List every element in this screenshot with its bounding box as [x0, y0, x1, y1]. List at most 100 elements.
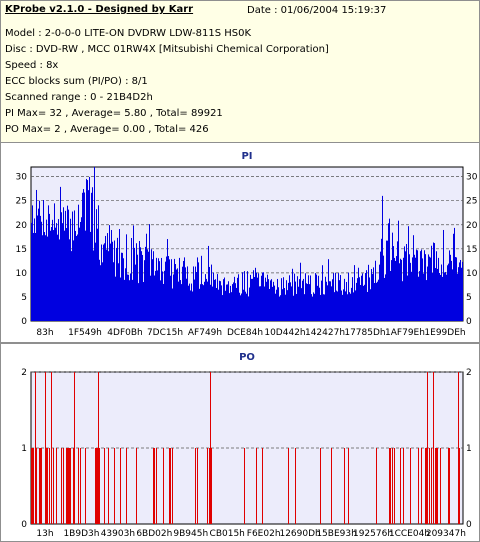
- pi-bar: [140, 247, 141, 321]
- pi-bar: [248, 296, 249, 321]
- pi-bar: [153, 251, 154, 321]
- pi-bar: [54, 203, 55, 321]
- pi-bar: [204, 281, 205, 321]
- pi-xtick: 7DC15h: [147, 328, 183, 338]
- pi-ytick-left: 10: [16, 269, 28, 279]
- po-bar: [95, 448, 96, 524]
- po-title: PO: [239, 352, 255, 363]
- pi-bar: [194, 279, 195, 321]
- pi-bar: [52, 219, 53, 321]
- pi-bar: [66, 228, 67, 321]
- pi-bar: [435, 268, 436, 321]
- pi-bar: [363, 285, 364, 321]
- pi-bar: [242, 272, 243, 321]
- pi-bar: [145, 246, 146, 321]
- pi-bar: [403, 257, 404, 321]
- pi-bar: [264, 286, 265, 321]
- po-bar: [429, 448, 430, 524]
- pi-bar: [170, 275, 171, 321]
- po-bar: [197, 448, 198, 524]
- pi-bar: [313, 292, 314, 321]
- pi-bar: [249, 287, 250, 321]
- po-bar: [56, 448, 57, 524]
- po-bar: [104, 448, 105, 524]
- pi-bar: [276, 289, 277, 321]
- pi-xtick: AF749h: [188, 328, 222, 338]
- pi-ytick-right: 15: [466, 245, 477, 255]
- pi-bar: [292, 268, 293, 321]
- po-bar: [295, 448, 296, 524]
- po-summary-line: PO Max= 2 , Average= 0.00 , Total= 426: [5, 124, 209, 135]
- pi-bar: [124, 279, 125, 321]
- pi-bar: [63, 207, 64, 321]
- pi-bar: [312, 296, 313, 321]
- pi-bar: [118, 263, 119, 321]
- po-bar: [394, 448, 395, 524]
- pi-bar: [42, 235, 43, 321]
- pi-bar: [236, 287, 237, 321]
- pi-bar: [59, 239, 60, 321]
- po-bar: [66, 448, 67, 524]
- po-bar: [458, 372, 459, 524]
- pi-bar: [219, 280, 220, 321]
- pi-bar: [454, 227, 455, 321]
- pi-bar: [450, 254, 451, 321]
- pi-xtick: 10D442h: [264, 328, 305, 338]
- po-bar: [80, 448, 81, 524]
- pi-bar: [402, 281, 403, 321]
- po-bar: [348, 448, 349, 524]
- pi-bar: [389, 218, 390, 321]
- pi-bar: [201, 255, 202, 321]
- pi-bar: [102, 262, 103, 321]
- pi-bar: [86, 178, 87, 321]
- pi-xtick: 142427h: [305, 328, 345, 338]
- pi-bar: [114, 240, 115, 321]
- po-ytick-left: 1: [21, 444, 27, 454]
- pi-bar: [356, 282, 357, 321]
- pi-bar: [61, 212, 62, 321]
- po-bar: [53, 448, 54, 524]
- pi-bar: [257, 277, 258, 321]
- pi-bar: [298, 286, 299, 321]
- pi-bar: [400, 258, 401, 321]
- pi-bar: [305, 273, 306, 321]
- po-bar: [209, 448, 210, 524]
- pi-bar: [167, 239, 168, 321]
- pi-bar: [237, 277, 238, 321]
- po-ytick-right: 0: [466, 520, 472, 530]
- pi-bar: [139, 240, 140, 321]
- pi-bar: [383, 255, 384, 321]
- ecc-line: ECC blocks sum (PI/PO) : 8/1: [5, 76, 148, 87]
- pi-bar: [457, 273, 458, 321]
- pi-chart: PI 0 0 5 5 10 10 15 15 20 20 25 25 30 30 83h 1F549h 4DF0B…: [16, 151, 478, 338]
- pi-chart-panel: PI 0 0 5 5 10 10 15 15 20 20 25 25 30 30 83h 1F549h 4DF0B…: [0, 142, 480, 343]
- po-bar: [436, 448, 437, 524]
- pi-bar: [46, 219, 47, 321]
- pi-bar: [252, 278, 253, 321]
- pi-bar: [195, 266, 196, 321]
- pi-bar: [193, 266, 194, 321]
- pi-bar: [269, 288, 270, 321]
- po-bar: [85, 448, 86, 524]
- pi-bar: [401, 259, 402, 321]
- po-ytick-left: 0: [21, 520, 27, 530]
- pi-bar: [218, 289, 219, 321]
- pi-bar: [319, 287, 320, 321]
- pi-bar: [119, 229, 120, 321]
- pi-bar: [404, 246, 405, 321]
- pi-bar: [176, 269, 177, 321]
- pi-bar: [317, 285, 318, 321]
- pi-bar: [147, 249, 148, 321]
- pi-bar: [132, 279, 133, 321]
- pi-bar: [155, 270, 156, 321]
- pi-bar: [345, 291, 346, 321]
- po-bar: [67, 448, 68, 524]
- pi-bar: [263, 272, 264, 321]
- pi-bar: [43, 200, 44, 321]
- po-bar: [400, 448, 401, 524]
- pi-bar: [286, 280, 287, 321]
- pi-bar: [51, 227, 52, 321]
- pi-bar: [254, 276, 255, 321]
- pi-bar: [77, 234, 78, 321]
- pi-bar: [111, 229, 112, 321]
